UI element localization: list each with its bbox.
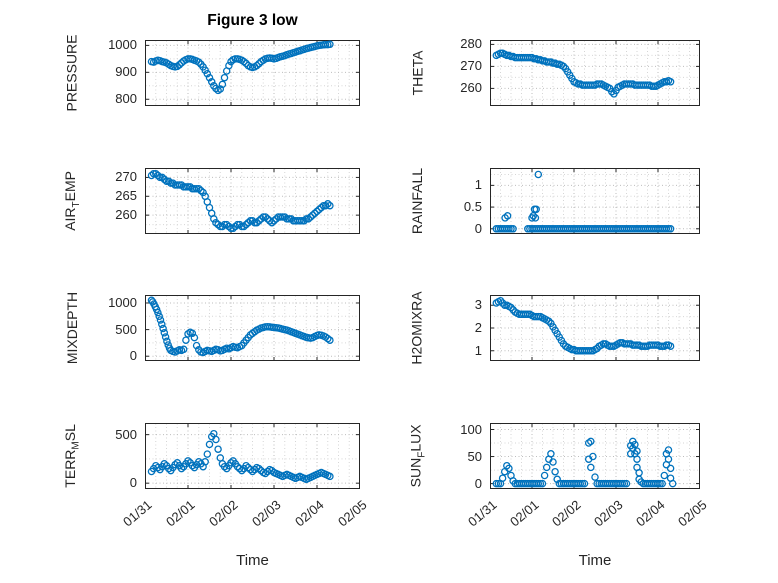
plot-area (490, 423, 700, 489)
subplot-terr-msl: TERRMSL 0 500 01/31 02/01 02/02 02/03 02/04 02/0… (62, 423, 370, 529)
y-tick-label: 260 (115, 207, 137, 223)
y-tick-label: 0 (474, 220, 482, 236)
y-axis-label: TERRMSL (62, 424, 82, 488)
y-tick-label: 0 (129, 475, 137, 491)
scatter-points (147, 169, 334, 233)
y-tick-label: 0 (474, 475, 482, 491)
y-tick-label: 280 (460, 36, 482, 52)
figure-title: Figure 3 low (207, 12, 298, 29)
plot-area (145, 295, 360, 361)
y-tick-label: 50 (467, 448, 482, 464)
plot-area (490, 168, 700, 234)
plot-area (490, 295, 700, 361)
subplot-air-temp: AIRTEMP 260 265 270 (62, 168, 360, 234)
plot-area (490, 40, 700, 106)
plot-area (145, 423, 360, 489)
y-tick-label: 270 (115, 169, 137, 185)
y-tick-label: 1000 (108, 37, 137, 53)
subplot-sun-flux: SUNFLUX 0 50 100 01/31 02/01 02/02 02/03 02/04 02… (407, 422, 710, 530)
y-tick-label: 0 (129, 348, 137, 364)
scatter-points (492, 49, 675, 98)
y-tick-label: 265 (115, 188, 137, 204)
x-axis-label-right: Time (578, 552, 612, 569)
y-tick-label: 1 (474, 177, 482, 193)
y-axis-label: PRESSURE (64, 34, 80, 112)
y-tick-label: 2 (474, 320, 482, 335)
y-axis-label: AIRTEMP (62, 171, 82, 231)
subplot-theta: THETA 260 270 280 (409, 36, 700, 106)
subplot-h2omixra: H2OMIXRA 1 2 3 (409, 291, 700, 365)
y-tick-label: 500 (115, 426, 137, 442)
y-axis-label: SUNFLUX (407, 424, 427, 488)
y-tick-label: 1000 (108, 294, 137, 310)
subplot-pressure: PRESSURE 800 900 1000 (64, 34, 360, 112)
y-axis-label: MIXDEPTH (64, 291, 80, 365)
y-tick-label: 3 (474, 297, 482, 313)
scatter-points (147, 429, 334, 484)
scatter-points (492, 296, 675, 355)
y-axis-label: THETA (408, 50, 425, 96)
y-tick-label: 1 (474, 342, 482, 358)
y-tick-label: 800 (115, 91, 137, 107)
y-tick-label: 260 (460, 80, 482, 96)
plot-area (145, 168, 360, 234)
y-axis-label: H2OMIXRA (409, 291, 425, 365)
scatter-points (492, 170, 675, 233)
subplot-rainfall: RAINFALL 0 0.5 1 (409, 168, 700, 236)
y-tick-label: 100 (460, 421, 482, 437)
subplot-mixdepth: MIXDEPTH 0 500 1000 (64, 292, 360, 364)
plot-area (145, 40, 360, 106)
y-axis-label: RAINFALL (409, 167, 426, 235)
y-tick-label: 270 (460, 58, 482, 74)
scatter-points (147, 40, 334, 95)
y-tick-label: 0.5 (463, 199, 482, 215)
scatter-points (147, 296, 334, 357)
scatter-points (492, 437, 677, 488)
x-axis-label-left: Time (236, 552, 269, 569)
y-tick-label: 500 (115, 321, 137, 337)
y-tick-label: 900 (115, 64, 137, 80)
